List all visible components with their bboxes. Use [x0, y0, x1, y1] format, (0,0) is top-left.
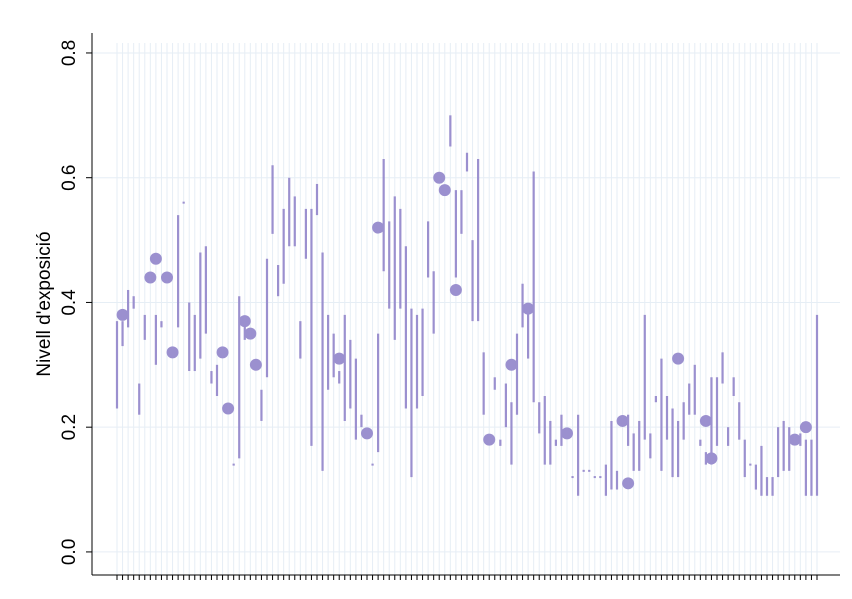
point [522, 302, 535, 315]
y-tick-label: 0.2 [59, 414, 80, 440]
point [372, 221, 385, 234]
point [483, 433, 496, 446]
point [238, 315, 251, 328]
point [561, 427, 573, 440]
y-tick-label: 0.8 [59, 40, 80, 66]
point [705, 452, 718, 465]
point [433, 171, 446, 184]
point [222, 402, 235, 415]
y-tick-label: 0.0 [59, 539, 80, 565]
point [249, 358, 262, 371]
point [622, 477, 635, 490]
y-axis-label: Nivell d'exposició [34, 231, 55, 376]
point [333, 352, 346, 365]
point [244, 327, 257, 340]
point [149, 252, 162, 265]
point [216, 346, 229, 359]
point [144, 271, 157, 284]
point [505, 358, 518, 371]
point [166, 346, 179, 359]
y-tick-label: 0.4 [59, 289, 80, 316]
point [672, 352, 685, 365]
point [116, 308, 129, 321]
point [616, 414, 629, 427]
point [699, 414, 712, 427]
point [449, 283, 462, 296]
point [361, 427, 373, 440]
point [161, 271, 173, 284]
point [799, 421, 812, 434]
y-tick-label: 0.6 [59, 164, 80, 190]
point [438, 184, 451, 197]
point [788, 433, 801, 446]
